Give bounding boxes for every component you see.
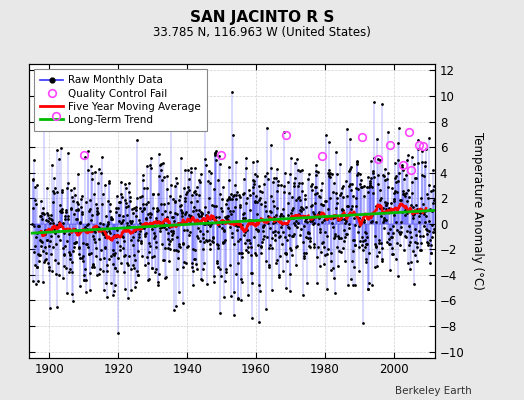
Text: SAN JACINTO R S: SAN JACINTO R S bbox=[190, 10, 334, 25]
Text: 33.785 N, 116.963 W (United States): 33.785 N, 116.963 W (United States) bbox=[153, 26, 371, 39]
Y-axis label: Temperature Anomaly (°C): Temperature Anomaly (°C) bbox=[471, 132, 484, 290]
Legend: Raw Monthly Data, Quality Control Fail, Five Year Moving Average, Long-Term Tren: Raw Monthly Data, Quality Control Fail, … bbox=[34, 69, 208, 131]
Text: Berkeley Earth: Berkeley Earth bbox=[395, 386, 472, 396]
